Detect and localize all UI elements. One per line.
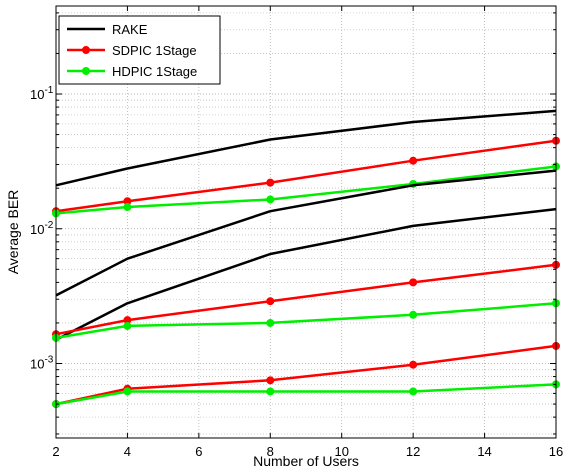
plot-frame (55, 5, 557, 439)
x-tick-label: 16 (549, 444, 563, 459)
data-point (409, 156, 418, 165)
legend: RAKE SDPIC 1Stage HDPIC 1Stage (58, 15, 221, 85)
legend-label: HDPIC 1Stage (112, 64, 197, 79)
data-point (266, 376, 275, 385)
series-line (55, 169, 557, 297)
y-tick-exponent: -2 (44, 220, 53, 231)
data-point (266, 195, 275, 204)
x-tick-label: 8 (267, 444, 274, 459)
y-tick-label: 10-3 (30, 355, 54, 372)
data-point (123, 387, 132, 396)
data-point (409, 310, 418, 319)
data-point (266, 318, 275, 327)
x-tick-label: 4 (124, 444, 131, 459)
data-point (123, 321, 132, 330)
grid-layer (56, 6, 556, 438)
series-line (55, 109, 557, 187)
data-point (409, 387, 418, 396)
series-layer (52, 109, 560, 409)
legend-label: SDPIC 1Stage (112, 43, 197, 58)
series-group (55, 169, 557, 297)
data-point (409, 278, 418, 287)
y-tick-base: 10 (30, 222, 44, 237)
x-tick-label: 14 (477, 444, 491, 459)
y-tick-exponent: -1 (44, 85, 53, 96)
data-point (266, 178, 275, 187)
data-point (123, 203, 132, 212)
legend-label: RAKE (112, 22, 148, 37)
legend-swatch-marker (82, 46, 90, 54)
series-group (55, 207, 557, 341)
y-tick-base: 10 (30, 357, 44, 372)
x-tick-label: 12 (406, 444, 420, 459)
series-group (55, 109, 557, 187)
data-point (409, 360, 418, 369)
x-axis-label: Number of Users (253, 453, 359, 469)
y-tick-exponent: -3 (44, 355, 53, 366)
legend-swatch-marker (82, 67, 90, 75)
series-group (52, 299, 560, 342)
y-tick-label: 10-2 (30, 220, 54, 237)
x-tick-label: 10 (334, 444, 348, 459)
y-tick-base: 10 (30, 87, 44, 102)
x-tick-label: 6 (195, 444, 202, 459)
series-line (55, 207, 557, 341)
y-tick-label: 10-1 (30, 85, 54, 102)
y-axis-label: Average BER (5, 190, 21, 275)
data-point (266, 297, 275, 306)
data-point (266, 387, 275, 396)
x-tick-label: 2 (52, 444, 59, 459)
